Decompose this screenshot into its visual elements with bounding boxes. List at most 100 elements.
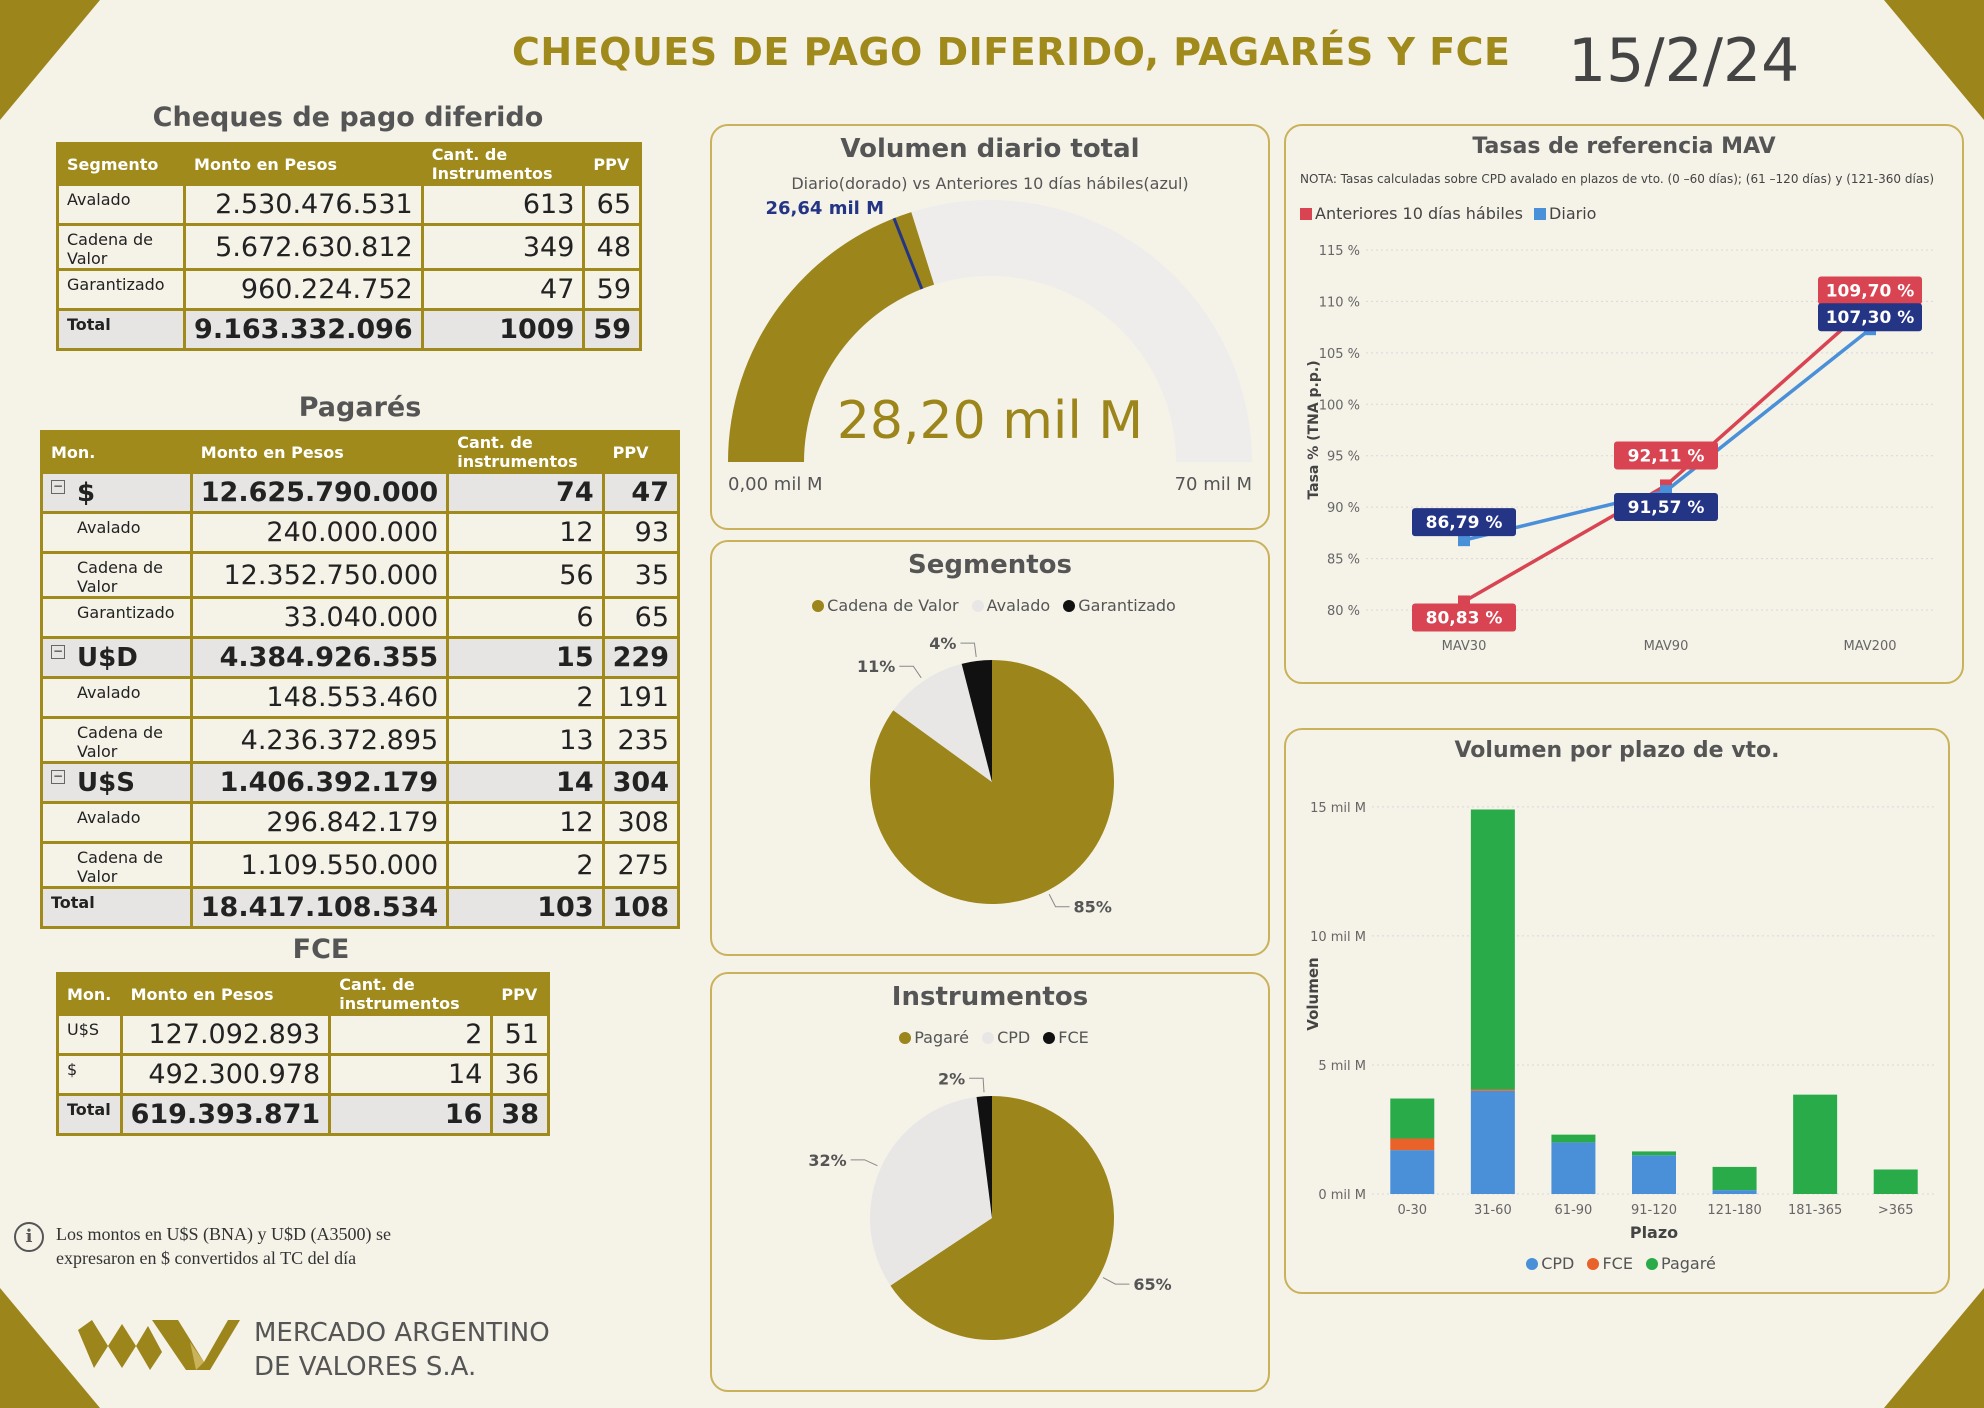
pie-leader-line: [899, 665, 922, 679]
table-group-row[interactable]: − $12.625.790.000 74 47: [40, 471, 681, 514]
cpd-header-monto[interactable]: Monto en Pesos: [183, 142, 424, 186]
x-tick-label: >365: [1878, 1203, 1914, 1218]
pagares-group-monto: 4.384.926.355: [189, 636, 450, 679]
pagares-group-currency[interactable]: − U$D: [40, 636, 193, 679]
fce-header-monto[interactable]: Monto en Pesos: [119, 972, 332, 1016]
cpd-header-ppv[interactable]: PPV: [582, 142, 642, 186]
pagares-cell-cant-text: 2: [576, 682, 594, 713]
pagares-group-ppv: 47: [601, 471, 681, 514]
table-group-row[interactable]: − U$S 1.406.392.179 14 304: [40, 761, 681, 804]
pagares-header-ppv[interactable]: PPV: [601, 430, 681, 474]
pie-slice-fce: [976, 1096, 992, 1218]
pagares-cell-monto-text: 33.040.000: [283, 602, 439, 633]
fce-cell-cant: 2: [328, 1013, 494, 1056]
bar-segment-pagar-: [1712, 1166, 1757, 1191]
table-row: Total 619.393.871 16 38: [56, 1093, 550, 1136]
pagares-group-monto-text: 12.625.790.000: [200, 477, 439, 508]
pagares-group-cant: 15: [446, 636, 605, 679]
y-tick-label: 105 %: [1319, 347, 1360, 362]
fce-header-mon[interactable]: Mon.: [56, 972, 123, 1016]
legend-dot-bar-pagare: [1646, 1258, 1659, 1270]
pagares-cell-cant: 12: [446, 801, 605, 844]
pagares-cell-segment: Avalado: [40, 676, 193, 719]
pagares-cell-monto: 1.109.550.000: [189, 841, 450, 889]
pagares-cell-monto-text: 12.352.750.000: [223, 559, 439, 591]
pagares-header-cant[interactable]: Cant. de instrumentos: [446, 430, 605, 474]
pagares-header-monto[interactable]: Monto en Pesos: [189, 430, 450, 474]
pagares-group-monto-text: 1.406.392.179: [219, 767, 439, 798]
cpd-cell-cant-text: 613: [522, 189, 575, 220]
legend-dot-garantizado: [1063, 600, 1076, 612]
pagares-total-ppv: 108: [601, 886, 681, 929]
pie-data-label: 4%: [929, 634, 956, 653]
bar-segment-pagar-: [1390, 1098, 1435, 1139]
fce-cell-ppv-text: 36: [504, 1059, 539, 1090]
pagares-group-currency[interactable]: − U$S: [40, 761, 193, 804]
pagares-cell-monto: 33.040.000: [189, 596, 450, 639]
pagares-header-mon[interactable]: Mon.: [40, 430, 193, 474]
pagares-cell-segment: Cadena de Valor: [40, 716, 193, 764]
table-row: U$S 127.092.893 2 51: [56, 1013, 550, 1056]
pagares-cell-monto: 148.553.460: [189, 676, 450, 719]
pie-leader-line: [969, 1077, 985, 1093]
fce-header-ppv[interactable]: PPV: [490, 972, 550, 1016]
collapse-icon[interactable]: −: [51, 768, 65, 784]
pagares-group-ppv: 229: [601, 636, 681, 679]
pagares-cell-monto-text: 1.109.550.000: [240, 849, 439, 881]
pie-data-label: 11%: [857, 657, 895, 676]
bar-segment-pagar-: [1793, 1094, 1838, 1194]
gauge-min-label: 0,00 mil M: [728, 474, 823, 495]
data-label-box: [1614, 492, 1718, 521]
bar-segment-cpd: [1632, 1155, 1676, 1194]
cpd-header-cant[interactable]: Cant. de Instrumentos: [420, 142, 586, 186]
gauge-value-label: 28,20 mil M: [837, 391, 1143, 451]
fce-table-title: FCE: [292, 934, 350, 965]
x-tick-label: MAV200: [1844, 639, 1897, 654]
fce-cell-segment-text: $: [67, 1060, 78, 1079]
table-row: Garantizado 33.040.000 6 65: [40, 596, 681, 639]
pagares-cell-cant-text: 12: [559, 517, 594, 548]
pagares-cell-monto: 240.000.000: [189, 511, 450, 554]
table-group-row[interactable]: − U$D 4.384.926.355 15 229: [40, 636, 681, 679]
pie-data-label: 65%: [1133, 1275, 1171, 1294]
table-row: Avalado 2.530.476.531 613 65: [55, 183, 642, 226]
pagares-cell-cant: 13: [446, 716, 605, 764]
pagares-group-monto-text: 4.384.926.355: [219, 642, 439, 673]
table-row: Avalado 296.842.179 12 308: [40, 801, 681, 844]
x-tick-label: MAV30: [1442, 639, 1487, 654]
mav-logo-icon: [78, 1320, 240, 1370]
pagares-cell-segment-text: Cadena de Valor: [77, 848, 164, 886]
pagares-cell-ppv: 235: [601, 716, 681, 764]
cpd-cell-ppv: 48: [582, 223, 642, 271]
pagares-group-currency[interactable]: − $: [40, 471, 193, 514]
logo-text-line-2: DE VALORES S.A.: [254, 1352, 477, 1382]
collapse-icon[interactable]: −: [51, 643, 65, 659]
instrumentos-legend: Pagaré CPD FCE: [712, 1028, 1268, 1047]
pagares-cell-cant-text: 56: [559, 559, 594, 591]
collapse-icon[interactable]: −: [51, 478, 65, 494]
gauge-target-line: [892, 217, 924, 290]
fce-header-cant[interactable]: Cant. de instrumentos: [328, 972, 494, 1016]
cpd-table: Segmento Monto en Pesos Cant. de Instrum…: [55, 142, 642, 351]
cpd-header-segmento[interactable]: Segmento: [55, 142, 187, 186]
pie-data-label: 2%: [938, 1069, 965, 1088]
tasas-line-chart: 80 % 85 % 90 % 95 % 100 % 105 % 110 % 115 % MAV3…: [1306, 244, 1936, 654]
legend-dot-cpd: [982, 1032, 995, 1044]
fce-table: Mon. Monto en Pesos Cant. de instrumento…: [56, 972, 550, 1136]
pagares-cell-cant: 2: [446, 841, 605, 889]
table-row: Cadena de Valor 5.672.630.812 349 48: [55, 223, 642, 271]
bar-segment-cpd: [1551, 1142, 1596, 1194]
data-label: 80,83 %: [1426, 608, 1503, 628]
pie-slice-garantizado: [961, 660, 992, 782]
corner-decoration-bottom-left: [0, 1288, 100, 1408]
data-label-box: [1614, 441, 1718, 470]
fce-cell-ppv: 51: [490, 1013, 550, 1056]
cpd-total-segment: Total: [55, 308, 187, 351]
legend-dot-bar-cpd: [1526, 1258, 1539, 1270]
pie-data-label: 85%: [1074, 898, 1112, 917]
data-label: 86,79 %: [1426, 513, 1503, 533]
page-title: CHEQUES DE PAGO DIFERIDO, PAGARÉS Y FCE: [512, 30, 1511, 74]
pagares-group-cant-text: 74: [556, 477, 594, 508]
cpd-cell-segment-text: Cadena de Valor: [67, 230, 154, 268]
pagares-cell-cant-text: 2: [576, 849, 594, 881]
